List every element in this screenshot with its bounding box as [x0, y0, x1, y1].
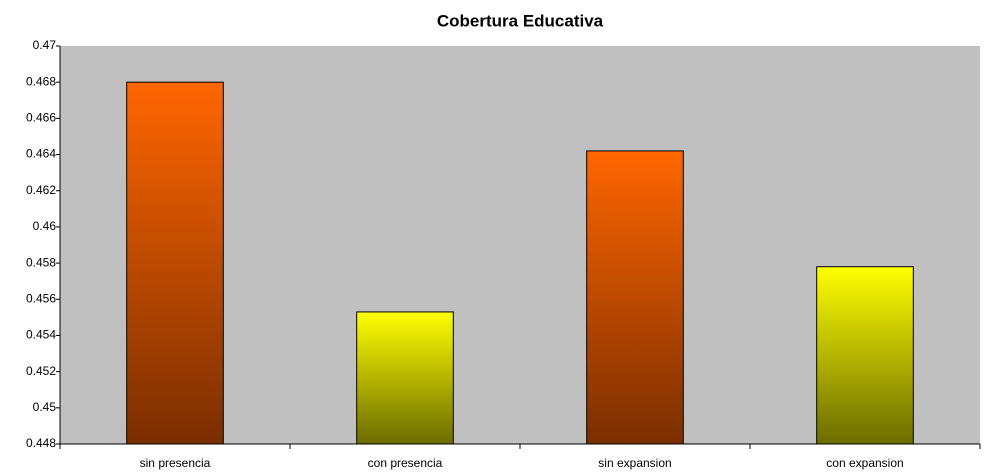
- x-tick-label: con expansion: [826, 456, 903, 470]
- bar: [586, 150, 684, 445]
- x-tick-label: con presencia: [368, 456, 443, 470]
- y-tick-label: 0.466: [26, 111, 56, 125]
- y-tick-label: 0.462: [26, 183, 56, 197]
- y-tick-label: 0.468: [26, 74, 56, 88]
- y-tick-label: 0.464: [26, 147, 56, 161]
- bar: [356, 311, 454, 445]
- y-tick-label: 0.458: [26, 255, 56, 269]
- bar: [816, 266, 914, 445]
- x-tick-label: sin expansion: [598, 456, 671, 470]
- chart-title: Cobertura Educativa: [437, 11, 604, 30]
- y-tick-label: 0.46: [33, 219, 57, 233]
- y-tick-label: 0.456: [26, 291, 56, 305]
- y-tick-label: 0.448: [26, 436, 56, 450]
- y-tick-label: 0.454: [26, 328, 56, 342]
- x-tick-label: sin presencia: [140, 456, 211, 470]
- y-tick-label: 0.47: [33, 38, 57, 52]
- bar: [126, 81, 224, 445]
- y-tick-label: 0.45: [33, 400, 57, 414]
- y-tick-label: 0.452: [26, 364, 56, 378]
